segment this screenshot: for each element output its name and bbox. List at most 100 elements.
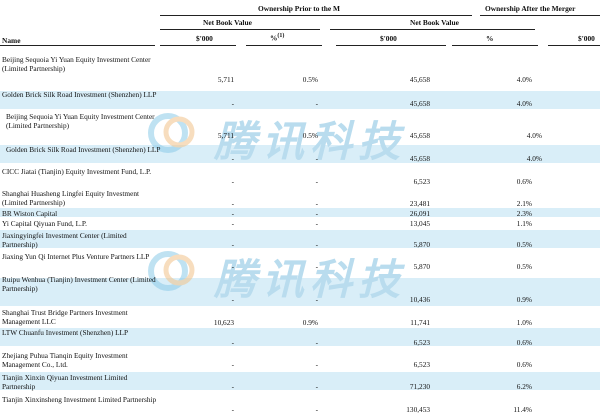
row-pct2: 0.5%: [516, 240, 532, 249]
row-pct1: -: [315, 199, 318, 208]
row-sv2: 130,453: [406, 405, 430, 414]
header-rule-3d: [336, 45, 446, 46]
row-sv1: 5,711: [217, 75, 234, 84]
row-pct2: 2.3%: [516, 209, 532, 218]
row-band: [0, 91, 600, 109]
row-name: Beijing Sequoia Yi Yuan Equity Investmen…: [6, 112, 155, 130]
row-pct2: 4.0%: [526, 154, 542, 163]
row-pct2: 4.0%: [526, 131, 542, 140]
row-pct2: 4.0%: [516, 75, 532, 84]
row-pct2: 1.0%: [516, 318, 532, 327]
row-pct1: -: [315, 209, 318, 218]
row-name: Golden Brick Silk Road Investment (Shenz…: [6, 145, 161, 154]
row-name: Jiaxingyingfei Investment Center (Limite…: [2, 231, 127, 249]
row-sv1: -: [231, 154, 234, 163]
header-pct2: %: [486, 34, 494, 43]
row-sv1: -: [231, 219, 234, 228]
row-pct1: 0.5%: [302, 131, 318, 140]
row-sv2: 13,045: [409, 219, 430, 228]
pct-label: %: [270, 33, 278, 43]
watermark-text: 腾讯科技: [214, 255, 407, 304]
header-ownership-after: Ownership After the Merger: [485, 4, 576, 13]
row-name: Shanghai Huasheng Lingfei Equity Investm…: [2, 189, 139, 207]
row-sv2: 45,658: [409, 154, 430, 163]
row-sv1: 10,623: [213, 318, 234, 327]
row-name: Tianjin Xinxinsheng Investment Limited P…: [2, 395, 157, 404]
row-pct1: -: [315, 338, 318, 347]
row-pct1: -: [315, 262, 318, 271]
row-pct2: 11.4%: [513, 405, 532, 414]
watermark-text: 腾讯科技: [214, 117, 407, 166]
row-sv1: -: [231, 99, 234, 108]
header-rule-3a: [0, 45, 155, 46]
header-rule-2b: [330, 29, 535, 30]
row-pct2: 4.0%: [516, 99, 532, 108]
row-name: Zhejiang Puhua Tianqin Equity Investment…: [2, 351, 128, 369]
row-sv1: -: [231, 177, 234, 186]
header-rule-3e: [452, 45, 538, 46]
row-sv1: -: [231, 262, 234, 271]
row-pct2: 0.5%: [516, 262, 532, 271]
header-sv2: $'000: [380, 34, 397, 43]
row-pct1: -: [315, 360, 318, 369]
header-net-book-value-2: Net Book Value: [410, 18, 459, 27]
row-sv2: 26,091: [409, 209, 430, 218]
row-sv2: 23,481: [409, 199, 430, 208]
row-sv1: -: [231, 209, 234, 218]
row-sv1: -: [231, 338, 234, 347]
row-name: Beijing Sequoia Yi Yuan Equity Investmen…: [2, 55, 151, 73]
row-pct1: -: [315, 99, 318, 108]
row-sv2: 45,658: [409, 75, 430, 84]
row-sv2: 6,523: [413, 360, 430, 369]
row-pct1: -: [315, 240, 318, 249]
header-name: Name: [2, 36, 21, 45]
row-sv1: 5,711: [217, 131, 234, 140]
header-ownership-prior: Ownership Prior to the M: [258, 4, 340, 13]
row-sv1: -: [231, 405, 234, 414]
row-pct2: 0.6%: [516, 177, 532, 186]
row-sv2: 71,230: [409, 382, 430, 391]
header-sv1: $'000: [196, 34, 213, 43]
row-name: CICC Jiatai (Tianjin) Equity Investment …: [2, 167, 152, 176]
row-sv2: 6,523: [413, 177, 430, 186]
row-sv1: -: [231, 240, 234, 249]
footnote-ref: (1): [277, 33, 285, 39]
row-sv1: -: [231, 199, 234, 208]
row-name: Golden Brick Silk Road Investment (Shenz…: [2, 90, 157, 99]
header-rule-3f: [548, 45, 600, 46]
header-sv3: $'000: [578, 34, 595, 43]
header-rule-3c: [246, 45, 322, 46]
row-pct1: -: [315, 154, 318, 163]
row-band: [0, 372, 600, 390]
row-pct1: -: [315, 295, 318, 304]
row-band: [0, 328, 600, 346]
row-sv2: 45,658: [409, 99, 430, 108]
row-pct2: 2.1%: [516, 199, 532, 208]
row-name: Ruipu Wenhua (Tianjin) Investment Center…: [2, 275, 156, 293]
header-pct1: %(1): [270, 32, 284, 42]
header-net-book-value-1: Net Book Value: [203, 18, 252, 27]
row-pct2: 1.1%: [516, 219, 532, 228]
row-sv2: 45,658: [409, 131, 430, 140]
row-pct2: 0.6%: [516, 338, 532, 347]
row-band: [0, 278, 600, 306]
header-rule-1b: [480, 15, 600, 16]
row-band: [0, 230, 600, 248]
row-pct1: 0.5%: [302, 75, 318, 84]
header-rule-3b: [160, 45, 236, 46]
header-rule-2a: [160, 29, 320, 30]
row-name: Shanghai Trust Bridge Partners Investmen…: [2, 308, 128, 326]
row-pct2: 0.6%: [516, 360, 532, 369]
row-name: Yi Capital Qiyuan Fund, L.P.: [2, 219, 87, 228]
row-name: LTW Chuanfu Investment (Shenzhen) LLP: [2, 328, 129, 337]
row-sv2: 6,523: [413, 338, 430, 347]
row-sv2: 5,870: [413, 262, 430, 271]
row-sv1: -: [231, 295, 234, 304]
row-sv2: 11,741: [410, 318, 430, 327]
row-sv2: 5,870: [413, 240, 430, 249]
header-rule-1: [160, 15, 472, 16]
row-sv1: -: [231, 382, 234, 391]
row-name: BR Wiston Capital: [2, 209, 58, 218]
row-pct1: -: [315, 382, 318, 391]
row-band: [0, 208, 600, 217]
